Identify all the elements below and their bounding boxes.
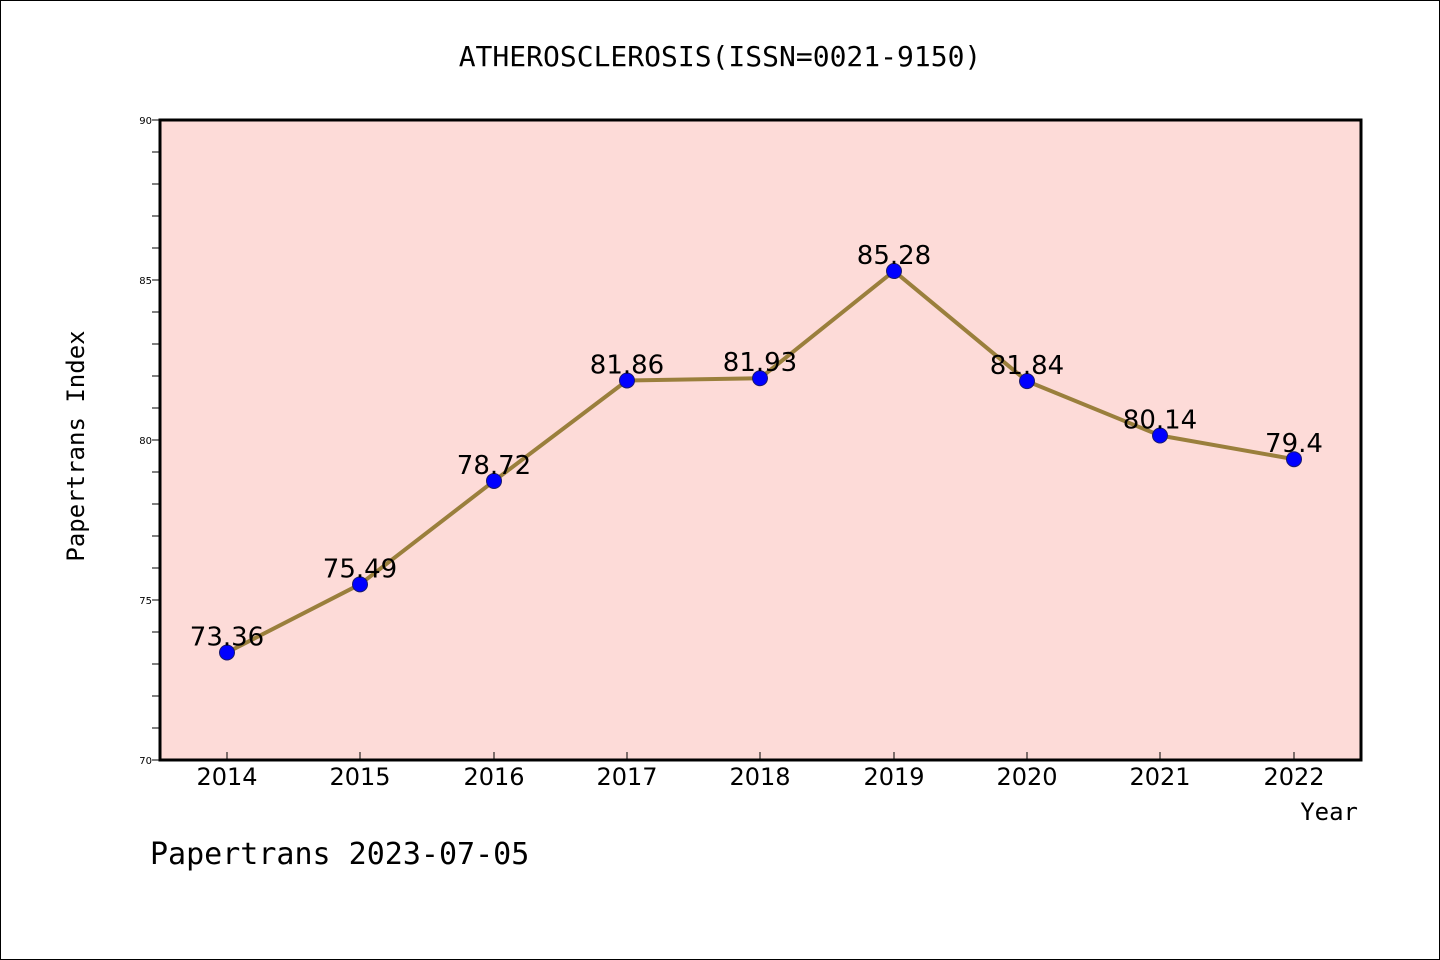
data-point [1019,373,1035,390]
data-label: 79.4 [1265,429,1323,459]
x-axis-label: Year [1300,798,1358,826]
data-point [1152,427,1168,444]
data-label: 75.49 [323,554,397,584]
footer-watermark: Papertrans 2023-07-05 [150,837,529,872]
data-label: 81.84 [990,351,1064,381]
x-tick-label: 2015 [329,763,390,791]
data-labels: 73.36 75.49 78.72 81.86 81.93 85.28 81.84 80.14… [190,241,1323,652]
y-tick-label: 80 [139,436,152,447]
data-markers [219,263,1302,661]
x-tick-label: 2014 [196,763,257,791]
y-tick-label: 85 [139,276,152,287]
x-tick-label: 2017 [596,763,657,791]
x-tick-label: 2022 [1263,763,1324,791]
x-tick-label: 2019 [863,763,924,791]
y-axis-label: Papertrans Index [62,330,90,561]
data-label: 85.28 [857,241,931,271]
data-label: 73.36 [190,622,264,652]
data-point [219,644,235,661]
data-point [752,370,768,387]
data-point [1286,451,1302,468]
data-point [886,263,902,280]
y-tick-label: 70 [139,756,152,767]
data-point [352,576,368,593]
y-tick-label: 75 [139,596,152,607]
x-tick-label: 2016 [463,763,524,791]
x-tick-label: 2021 [1129,763,1190,791]
x-tick-label: 2020 [996,763,1057,791]
y-axis: 70 75 80 85 90 [139,116,160,767]
data-label: 78.72 [457,451,531,481]
data-point [486,472,502,489]
data-label: 81.86 [590,350,664,380]
data-point [619,372,635,389]
y-tick-label: 90 [139,116,152,127]
x-axis: 2014 2015 2016 2017 2018 2019 2020 2021 2022 [196,752,1325,791]
data-label: 80.14 [1123,406,1197,436]
x-tick-label: 2018 [729,763,790,791]
chart-title: ATHEROSCLEROSIS(ISSN=0021-9150) [459,40,982,73]
data-label: 81.93 [723,348,797,378]
